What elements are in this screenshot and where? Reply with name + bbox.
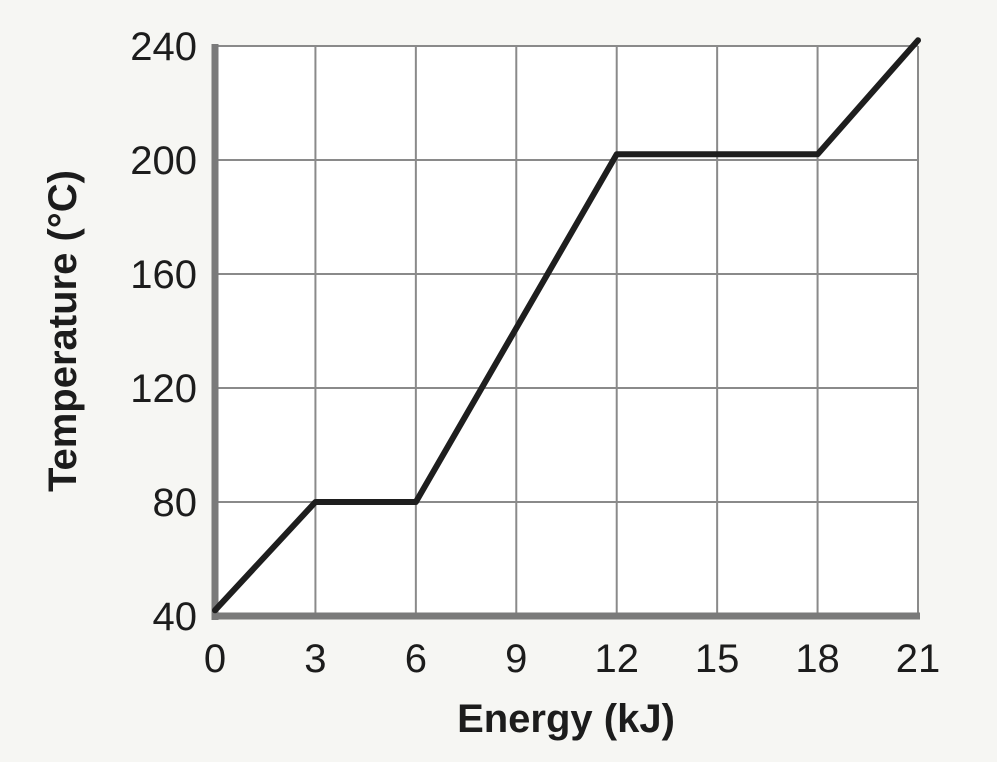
grid-lines [215,45,919,616]
y-tick-label: 240 [130,25,197,69]
y-tick-label: 200 [130,139,197,183]
series-line-0 [212,37,921,614]
x-tick-label: 18 [795,637,840,681]
x-tick-label: 3 [304,637,326,681]
axes [211,44,920,620]
y-tick-label: 80 [153,481,198,525]
x-tick-labels: 0 3 6 9 12 15 18 21 [204,637,940,681]
y-tick-label: 160 [130,253,197,297]
plot-area-background [215,46,918,616]
x-tick-label: 15 [695,637,740,681]
y-tick-label: 40 [153,595,198,639]
x-tick-label: 12 [594,637,639,681]
x-tick-label: 21 [896,637,941,681]
x-axis-title: Energy (kJ) [457,697,675,741]
y-tick-label: 120 [130,367,197,411]
x-tick-label: 9 [505,637,527,681]
x-tick-label: 6 [405,637,427,681]
x-tick-label: 0 [204,637,226,681]
y-axis-title: Temperature (°C) [41,170,85,492]
series-layer [212,37,921,614]
y-tick-labels: 40 80 120 160 200 240 [130,25,197,639]
